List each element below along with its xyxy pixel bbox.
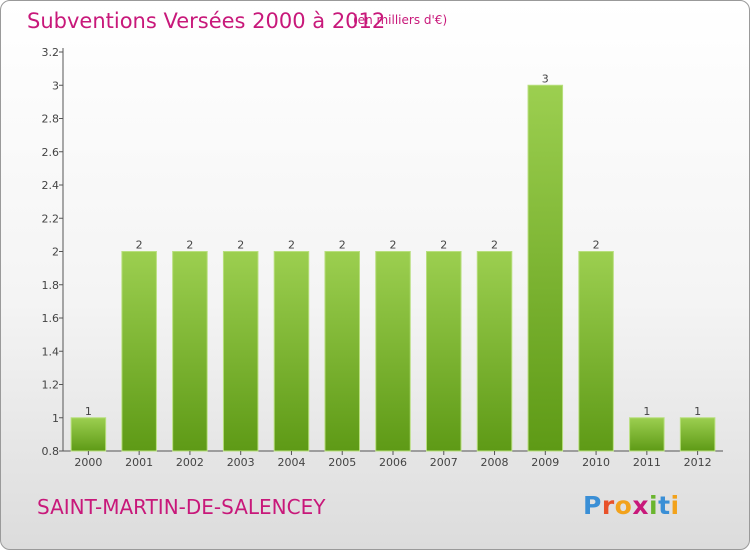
x-tick-label: 2001 [125, 456, 153, 469]
y-tick-label: 2.4 [42, 179, 60, 192]
y-tick-label: 1.6 [42, 312, 60, 325]
bar [629, 417, 665, 452]
data-label: 2 [440, 239, 447, 252]
data-label: 2 [491, 239, 498, 252]
data-label: 2 [136, 239, 143, 252]
y-tick-label: 0.8 [42, 445, 60, 458]
x-tick-label: 2000 [74, 456, 102, 469]
y-tick-label: 3 [52, 79, 59, 92]
chart-title: Subventions Versées 2000 à 2012 [27, 9, 386, 33]
data-label: 2 [339, 239, 346, 252]
bar [324, 251, 360, 452]
brand-letter: r [601, 491, 615, 520]
data-label: 2 [186, 239, 193, 252]
chart-subtitle: (en milliers d'€) [353, 13, 448, 27]
bar [476, 251, 513, 452]
brand-letter: i [670, 491, 680, 520]
y-tick-label: 1.8 [42, 279, 60, 292]
x-tick-label: 2003 [227, 456, 255, 469]
brand-letter: t [658, 491, 671, 520]
bar [527, 84, 564, 452]
x-tick-label: 2010 [582, 456, 610, 469]
x-tick-label: 2009 [531, 456, 559, 469]
brand-letter: x [632, 491, 649, 520]
y-tick-label: 2.6 [42, 146, 60, 159]
bar [578, 251, 614, 452]
y-tick-label: 1.4 [42, 345, 60, 358]
data-label: 1 [85, 405, 92, 418]
data-label: 2 [237, 239, 244, 252]
data-label: 1 [694, 405, 701, 418]
y-tick-label: 2 [52, 246, 59, 259]
y-tick-label: 3.2 [42, 46, 60, 59]
data-label: 2 [390, 239, 397, 252]
brand-letter: o [614, 491, 633, 520]
x-tick-label: 2006 [379, 456, 407, 469]
proxiti-logo: Proxiti [583, 491, 680, 520]
y-tick-label: 2.8 [42, 113, 60, 126]
x-tick-label: 2012 [684, 456, 712, 469]
bar [121, 251, 157, 452]
data-label: 2 [288, 239, 295, 252]
brand-letter: P [583, 491, 602, 520]
x-tick-label: 2004 [277, 456, 305, 469]
bar [70, 417, 107, 452]
y-tick-label: 1 [52, 412, 59, 425]
x-tick-label: 2008 [481, 456, 509, 469]
bar [375, 251, 411, 452]
brand-letter: i [649, 491, 659, 520]
data-label: 1 [643, 405, 650, 418]
bar [172, 251, 208, 452]
data-label: 3 [542, 72, 549, 85]
bar [222, 251, 259, 452]
x-tick-label: 2011 [633, 456, 661, 469]
data-label: 2 [593, 239, 600, 252]
x-tick-label: 2005 [328, 456, 356, 469]
y-tick-label: 2.2 [42, 212, 60, 225]
x-tick-label: 2007 [430, 456, 458, 469]
commune-name: SAINT-MARTIN-DE-SALENCEY [37, 495, 326, 519]
bar [273, 251, 310, 452]
bar [426, 251, 462, 452]
x-tick-label: 2002 [176, 456, 204, 469]
bar [679, 417, 716, 452]
y-tick-label: 1.2 [42, 379, 60, 392]
